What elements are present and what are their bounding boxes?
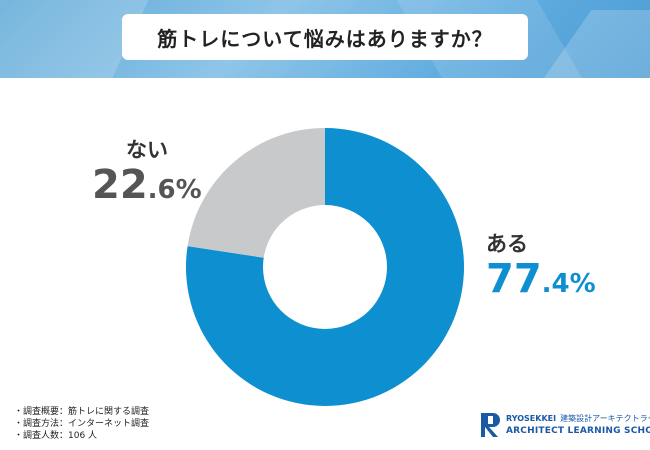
value-label-nai-decimal: .6% [147, 175, 202, 205]
survey-notes: ・調査概要：筋トレに関する調査 ・調査方法：インターネット調査 ・調査人数：10… [14, 406, 149, 442]
category-label-aru: ある [486, 232, 528, 256]
survey-note-method: ・調査方法：インターネット調査 [14, 419, 150, 429]
category-label-nai: ない [126, 138, 168, 162]
brand-logo: RYOSEKKEI建築設計アーキテクトラーニング ARCHITECT LEARN… [480, 410, 650, 440]
value-label-aru-main: 77 [486, 256, 542, 302]
chart-title: 筋トレについて悩みはありますか？ [157, 26, 493, 51]
header-banner: 筋トレについて悩みはありますか？ [0, 0, 650, 78]
survey-note-count: ・調査人数：106 人 [14, 431, 98, 441]
value-label-aru: 77.4% [486, 256, 596, 302]
logo-line1: RYOSEKKEI建築設計アーキテクトラーニング [506, 413, 650, 424]
logo-tagline: ARCHITECT LEARNING SCHOOL [506, 426, 650, 436]
survey-note-summary: ・調査概要：筋トレに関する調査 [14, 407, 150, 417]
value-label-nai: 22.6% [92, 162, 202, 208]
value-label-aru-decimal: .4% [541, 269, 596, 299]
logo-name-jp: 建築設計アーキテクトラーニング [560, 414, 650, 423]
value-label-nai-main: 22 [92, 162, 148, 208]
logo-mark-icon [481, 413, 500, 437]
logo-name-en: RYOSEKKEI [506, 414, 557, 423]
donut-hole [263, 205, 387, 329]
title-box: 筋トレについて悩みはありますか？ [122, 14, 528, 60]
